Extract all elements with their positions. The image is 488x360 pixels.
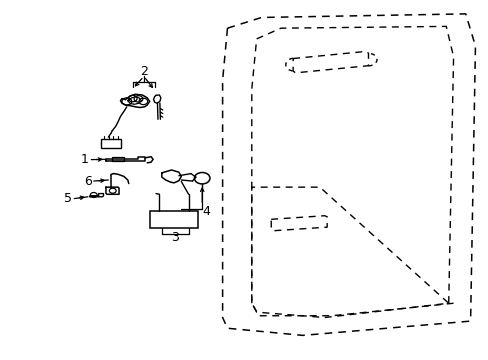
Text: 6: 6 [84, 175, 92, 188]
Bar [112, 157, 124, 161]
Text: 4: 4 [202, 205, 210, 218]
Bar [149, 211, 198, 228]
Text: 1: 1 [81, 153, 89, 166]
Bar [101, 139, 120, 148]
Text: 5: 5 [64, 193, 72, 206]
Text: 2: 2 [140, 64, 147, 77]
Text: 3: 3 [171, 231, 179, 244]
